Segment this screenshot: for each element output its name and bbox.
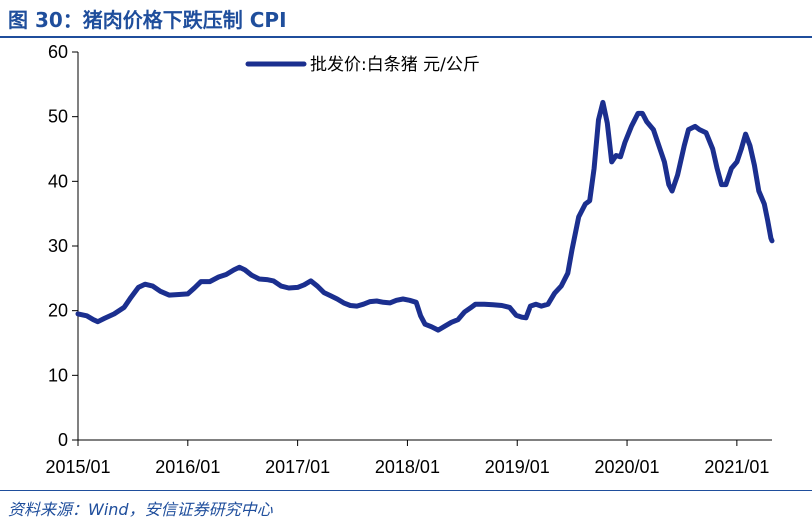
y-tick-label: 60 [48,42,68,62]
y-tick-label: 10 [48,365,68,385]
x-tick-label: 2019/01 [485,457,550,477]
title-divider [0,36,812,38]
x-tick-label: 2017/01 [265,457,330,477]
y-tick-label: 40 [48,171,68,191]
source-note: 资料来源：Wind，安信证券研究中心 [8,500,273,519]
x-tick-label: 2021/01 [704,457,769,477]
pork-price-line-chart: 0 10 20 30 40 50 60 2015/01 2016/01 2017/01 2018/0… [45,42,775,477]
x-tick-label: 2016/01 [155,457,220,477]
series-line-0 [75,99,775,333]
y-tick-label: 20 [48,301,68,321]
source-divider [0,490,812,491]
series-layer [75,99,775,333]
legend-label: 批发价:白条猪 元/公斤 [310,55,480,75]
y-tick-label: 0 [58,430,68,450]
y-tick-label: 50 [48,107,68,127]
x-tick-label: 2018/01 [375,457,440,477]
figure-title: 图 30：猪肉价格下跌压制 CPI [8,8,287,32]
chart-legend: 批发价:白条猪 元/公斤 [245,55,480,75]
x-tick-label: 2015/01 [45,457,110,477]
chart-axes: 0 10 20 30 40 50 60 2015/01 2016/01 2017/01 2018/0… [45,42,772,477]
y-tick-label: 30 [48,236,68,256]
x-tick-label: 2020/01 [595,457,660,477]
